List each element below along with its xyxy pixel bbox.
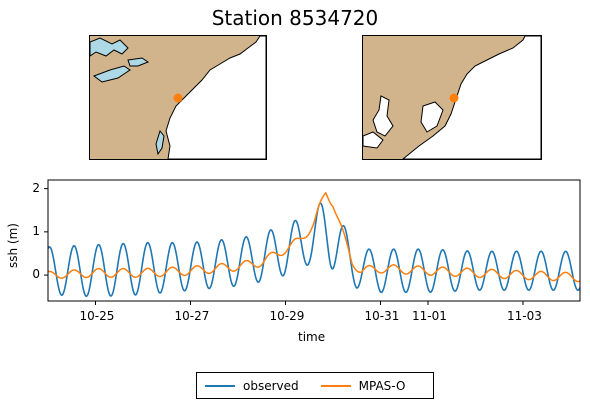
x-tick-label: 10-25 — [79, 309, 115, 323]
legend-label-observed: observed — [243, 378, 299, 393]
legend-swatch-mpas-o — [320, 384, 351, 387]
series-line-observed — [47, 202, 581, 298]
y-tick-label: 0 — [32, 267, 40, 282]
x-tick-label: 11-01 — [412, 309, 447, 323]
y-axis-label: ssh (m) — [6, 223, 20, 268]
x-tick-label: 11-03 — [507, 309, 542, 323]
chart-title: Station 8534720 — [211, 6, 379, 30]
x-tick-label: 10-31 — [364, 309, 400, 323]
x-tick-label: 10-27 — [174, 309, 210, 323]
legend-item-observed: observed — [205, 379, 299, 393]
lake-ontario — [127, 57, 150, 67]
lake-erie — [92, 65, 131, 83]
zoom-map — [362, 35, 542, 160]
overview-map-svg — [90, 36, 266, 159]
legend: observed MPAS-O — [196, 372, 434, 399]
plot-frame — [47, 179, 581, 302]
chesapeake-bay — [155, 129, 165, 156]
legend-label-mpas-o: MPAS-O — [358, 378, 406, 393]
series-line-mpas-o — [47, 191, 581, 283]
zoom-map-ocean — [402, 36, 541, 159]
legend-item-mpas-o: MPAS-O — [320, 378, 406, 393]
y-tick-label: 2 — [32, 180, 40, 195]
overview-map-ocean — [165, 36, 266, 159]
x-axis-label: time — [298, 330, 326, 344]
zoom-potomac — [363, 131, 384, 149]
overview-map — [89, 35, 267, 160]
delaware-bay — [420, 101, 444, 133]
station-marker — [173, 93, 183, 103]
zoom-station-marker — [449, 93, 459, 103]
great-lakes — [90, 37, 129, 57]
y-tick-label: 1 — [32, 223, 40, 238]
zoom-chesapeake-bay — [372, 95, 394, 137]
x-tick-label: 10-29 — [269, 309, 305, 323]
zoom-map-svg — [363, 36, 541, 159]
legend-swatch-observed — [205, 384, 235, 387]
